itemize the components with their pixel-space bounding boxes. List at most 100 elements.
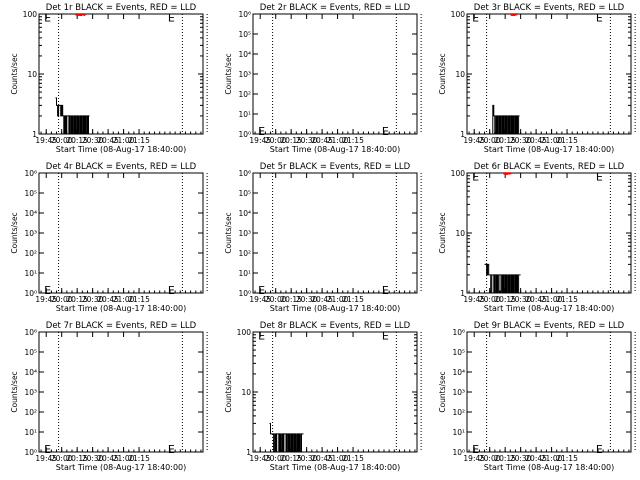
det-1-x-tick-label: 20:00 [51,136,73,145]
det-7-x-tick-label: 20:45 [97,454,119,463]
det-6-x-tick-label: 20:30 [510,295,532,304]
det-7-y-tick-label: 10⁴ [24,368,37,377]
det-6-x-tick-label: 21:00 [541,295,563,304]
det-5-panel: Det 5r BLACK = Events, RED = LLD 10⁰ 10¹ 10… [224,162,422,313]
det-4-y-tick-label: 10¹ [24,269,37,278]
det-4-panel: Det 4r BLACK = Events, RED = LLD 10⁰ 10¹ 10… [10,162,208,313]
det-9-x-tick-label: 20:30 [510,454,532,463]
det-4-x-tick-label: 19:45 [35,295,57,304]
det-8-x-tick-label: 20:00 [265,454,287,463]
det-3-events-series [491,104,520,135]
det-5-x-tick-label: 21:00 [327,295,349,304]
det-2-x-tick-label: 20:15 [280,136,302,145]
det-9-y-axis-label: Counts/sec [438,371,447,412]
det-3-title: Det 3r BLACK = Events, RED = LLD [474,3,625,13]
det-3-x-tick-label: 21:00 [541,136,563,145]
det-1-y-tick-label: 10 [27,70,37,79]
det-2-plot-frame [252,13,418,135]
det-9-y-tick-label: 10⁵ [452,348,465,357]
det-7-y-axis-label: Counts/sec [10,371,19,412]
det-1-x-tick-label: 21:00 [113,136,135,145]
det-8-x-axis-label: Start Time (08-Aug-17 18:40:00) [270,463,401,472]
det-9-plot-frame [466,331,632,453]
det-3-y-tick-label: 10 [455,70,465,79]
det-8-x-tick-label: 19:45 [249,454,271,463]
det-2-x-tick-label: 19:45 [249,136,271,145]
det-7-title: Det 7r BLACK = Events, RED = LLD [46,321,197,331]
det-9-y-tick-label: 10⁶ [452,328,465,337]
det-3-x-tick-label: 20:45 [525,136,547,145]
det-6-lld-series [503,172,512,175]
det-4-y-tick-label: 10⁰ [24,289,37,298]
det-1-x-tick-label: 19:45 [35,136,57,145]
det-5-title: Det 5r BLACK = Events, RED = LLD [260,162,411,172]
det-7-x-tick-label: 20:30 [82,454,104,463]
det-2-y-tick-label: 10⁴ [238,50,251,59]
det-7-marker-e-1: E [44,443,51,456]
det-8-events-series [269,422,304,453]
det-5-x-tick-label: 19:45 [249,295,271,304]
det-7-y-tick-label: 10² [24,408,37,417]
det-9-y-tick-label: 10¹ [452,428,465,437]
det-2-x-tick-label: 20:30 [296,136,318,145]
det-9-x-tick-label: 21:15 [556,454,578,463]
det-1-lld-series [75,13,86,17]
det-6-x-tick-label: 21:15 [556,295,578,304]
det-5-y-axis-label: Counts/sec [224,212,233,253]
det-1-x-axis-label: Start Time (08-Aug-17 18:40:00) [56,145,187,154]
det-2-panel: Det 2r BLACK = Events, RED = LLD 10⁰ 10¹ 10… [224,3,422,154]
det-3-x-tick-label: 20:15 [494,136,516,145]
det-5-y-tick-label: 10⁵ [238,189,251,198]
det-5-y-tick-label: 10⁶ [238,169,251,178]
det-2-x-tick-label: 21:15 [342,136,364,145]
det-4-x-tick-label: 20:00 [51,295,73,304]
det-4-x-tick-label: 20:45 [97,295,119,304]
det-8-y-axis-label: Counts/sec [224,371,233,412]
det-7-x-tick-label: 21:15 [128,454,150,463]
det-7-y-tick-label: 10¹ [24,428,37,437]
det-8-panel: Det 8r BLACK = Events, RED = LLD 1 10 100 19… [224,321,422,472]
det-9-y-tick-label: 10⁰ [452,448,465,457]
det-9-title: Det 9r BLACK = Events, RED = LLD [474,321,625,331]
det-9-x-tick-label: 20:00 [479,454,501,463]
det-1-x-tick-label: 21:15 [128,136,150,145]
det-6-x-tick-label: 20:00 [479,295,501,304]
det-2-y-tick-label: 10¹ [238,110,251,119]
det-5-marker-e-2: E [382,284,389,297]
det-7-y-tick-label: 10⁶ [24,328,37,337]
det-5-x-tick-label: 21:15 [342,295,364,304]
det-4-plot-frame [38,172,204,294]
det-6-y-tick-label: 100 [451,169,466,178]
det-5-x-tick-label: 20:30 [296,295,318,304]
det-2-y-axis-label: Counts/sec [224,53,233,94]
det-5-y-tick-label: 10¹ [238,269,251,278]
det-6-x-tick-label: 20:45 [525,295,547,304]
det-7-plot-frame [38,331,204,453]
det-1-y-tick-label: 1 [32,130,37,139]
det-3-x-tick-label: 19:45 [463,136,485,145]
det-3-x-tick-label: 20:00 [479,136,501,145]
det-3-x-tick-label: 20:30 [510,136,532,145]
det-5-y-tick-label: 10³ [238,229,251,238]
det-4-y-tick-label: 10² [24,249,37,258]
det-9-x-tick-label: 20:15 [494,454,516,463]
det-1-events-series [55,97,90,135]
det-1-y-tick-label: 100 [23,10,38,19]
det-4-y-tick-label: 10⁴ [24,209,37,218]
det-5-y-tick-label: 10⁰ [238,289,251,298]
det-7-x-tick-label: 20:00 [51,454,73,463]
det-2-x-tick-label: 21:00 [327,136,349,145]
det-5-x-tick-label: 20:00 [265,295,287,304]
det-3-x-tick-label: 21:15 [556,136,578,145]
det-8-marker-e-2: E [382,330,389,343]
det-2-x-axis-label: Start Time (08-Aug-17 18:40:00) [270,145,401,154]
det-2-y-tick-label: 10² [238,90,251,99]
det-6-title: Det 6r BLACK = Events, RED = LLD [474,162,625,172]
det-5-x-tick-label: 20:45 [311,295,333,304]
det-4-y-tick-label: 10⁵ [24,189,37,198]
det-6-marker-e-2: E [596,171,603,184]
det-7-x-axis-label: Start Time (08-Aug-17 18:40:00) [56,463,187,472]
det-3-x-axis-label: Start Time (08-Aug-17 18:40:00) [484,145,615,154]
det-9-x-tick-label: 19:45 [463,454,485,463]
